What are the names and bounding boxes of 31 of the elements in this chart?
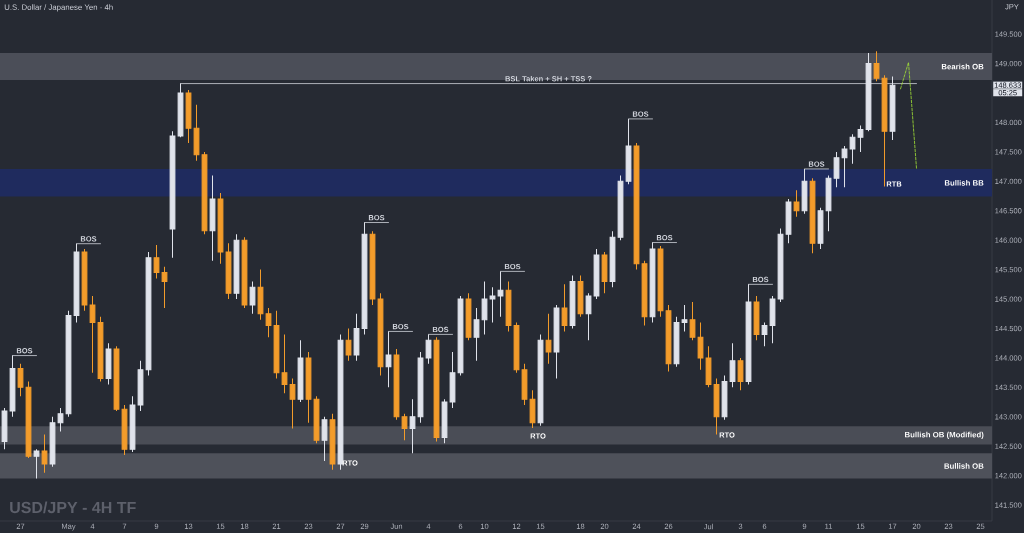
candlestick [801, 168, 808, 215]
candlestick [577, 275, 584, 318]
candlestick [105, 342, 112, 385]
candlestick [553, 304, 560, 380]
candlestick [241, 236, 248, 309]
candlestick [737, 357, 744, 391]
candlestick [209, 174, 216, 262]
candlestick [233, 233, 240, 300]
candlestick [601, 251, 608, 294]
candlestick [649, 242, 656, 324]
candlestick [753, 295, 760, 341]
candlestick [889, 76, 896, 141]
candlestick [433, 336, 440, 443]
candlestick [345, 327, 352, 362]
candlestick [537, 333, 544, 427]
candlestick [809, 177, 816, 254]
candlestick [545, 313, 552, 365]
candlestick [465, 292, 472, 341]
candlestick [745, 283, 752, 385]
candlestick [337, 333, 344, 471]
candlestick [321, 416, 328, 462]
candlestick [297, 339, 304, 403]
candlestick [329, 413, 336, 471]
candlestick [33, 448, 40, 480]
text: USD/JPY - 4H TF [10, 501, 136, 514]
candlestick [561, 283, 568, 332]
candlestick [569, 275, 576, 329]
candlestick [41, 433, 48, 474]
candlestick [793, 189, 800, 218]
candlestick [385, 330, 392, 388]
candlestick [249, 280, 256, 315]
